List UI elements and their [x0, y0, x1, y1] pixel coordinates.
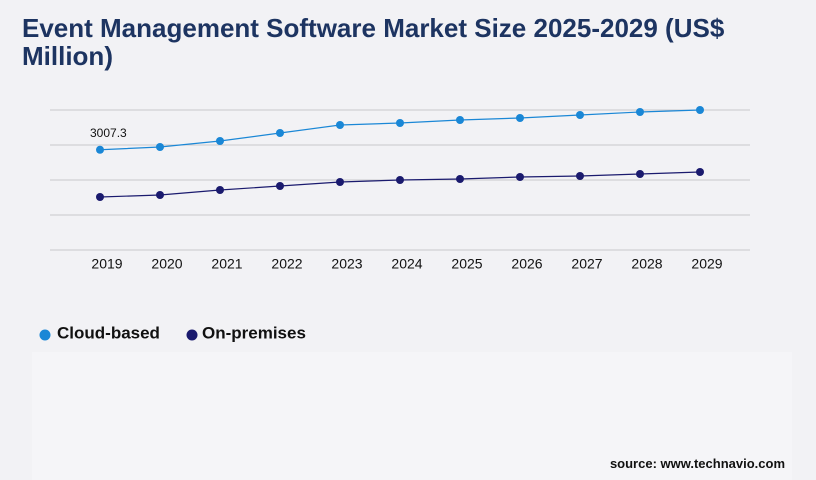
data-point [216, 137, 224, 145]
legend-marker [186, 329, 198, 341]
data-point [156, 191, 164, 199]
data-point [576, 172, 584, 180]
data-point [276, 182, 284, 190]
data-point [336, 121, 344, 129]
data-label: 3007.3 [90, 126, 127, 140]
series-line [99, 109, 701, 151]
data-point [516, 173, 524, 181]
x-tick-label: 2024 [391, 256, 422, 272]
series-line [99, 171, 701, 198]
legend-label: On-premises [202, 323, 306, 342]
x-tick-label: 2019 [91, 256, 122, 272]
data-point [276, 129, 284, 137]
data-point [156, 143, 164, 151]
data-point [456, 116, 464, 124]
data-point [96, 145, 104, 154]
data-point [576, 111, 584, 119]
data-point [96, 193, 104, 201]
x-tick-label: 2029 [691, 256, 722, 272]
x-tick-label: 2021 [211, 256, 242, 272]
data-point [216, 186, 224, 194]
data-point [336, 178, 344, 186]
x-tick-label: 2022 [271, 256, 302, 272]
x-tick-label: 2027 [571, 256, 602, 272]
x-tick-label: 2025 [451, 256, 482, 272]
data-point [396, 119, 404, 127]
x-tick-label: 2026 [511, 256, 542, 272]
source: source: www.technavio.com [609, 456, 785, 471]
data-point [696, 168, 704, 176]
data-point [696, 106, 704, 114]
data-point [636, 108, 644, 116]
chart-title: Event Management Software Market Size 20… [22, 13, 725, 71]
legend-marker [39, 329, 51, 341]
legend-panel [32, 352, 792, 480]
x-tick-label: 2020 [151, 256, 182, 272]
legend-label: Cloud-based [57, 323, 160, 342]
data-point [396, 176, 404, 184]
x-tick-label: 2028 [631, 256, 662, 272]
data-point [516, 114, 524, 122]
data-point [456, 175, 464, 183]
x-tick-label: 2023 [331, 256, 362, 272]
data-point [636, 170, 644, 178]
